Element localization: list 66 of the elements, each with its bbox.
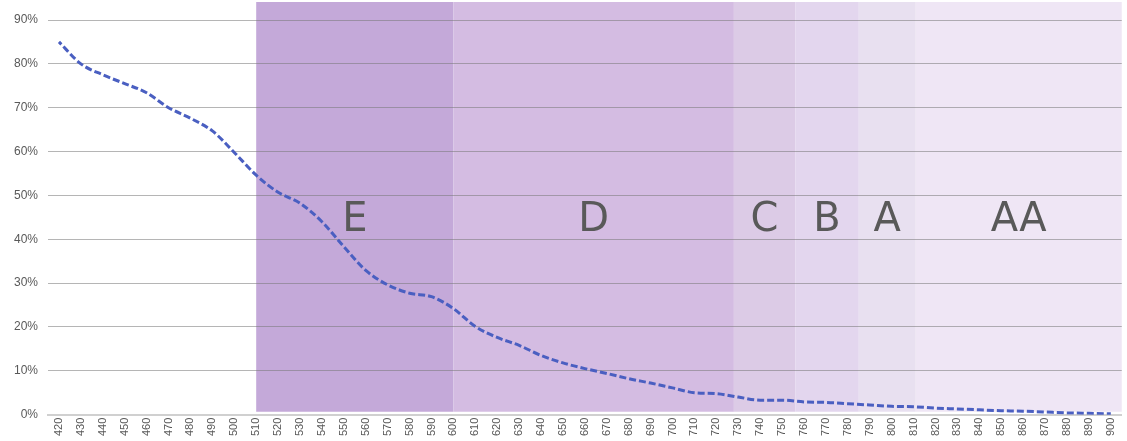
band-label: E [342,193,368,240]
line-series [57,40,1113,415]
x-tick-label: 840 [972,417,985,437]
x-tick-label: 440 [95,417,108,437]
x-tick-label: 610 [468,417,481,437]
x-tick-label: 860 [1016,417,1029,437]
y-tick-label: 70% [13,100,39,115]
x-tick-label: 830 [950,417,963,437]
x-tick-label: 620 [490,417,503,437]
x-tick-label: 740 [753,417,766,437]
y-tick-label: 60% [13,143,39,158]
y-tick-label: 50% [13,187,39,202]
y-tick-label: 40% [13,231,39,246]
x-tick-label: 680 [621,417,634,437]
y-tick-label: 10% [13,363,39,378]
x-tick-label: 810 [906,417,919,437]
x-tick-label: 870 [1038,417,1051,437]
x-tick-label: 700 [665,417,678,437]
x-tick-label: 670 [599,417,612,437]
band-label: AA [990,193,1048,240]
x-tick-label: 600 [446,417,459,437]
x-tick-label: 660 [577,417,590,437]
x-tick-label: 560 [358,417,371,437]
x-tick-label: 480 [183,417,196,437]
y-tick-label: 0% [20,406,39,421]
band-label: C [750,193,779,240]
x-tick-label: 550 [336,417,349,437]
x-tick-label: 590 [424,417,437,437]
y-tick-label: 30% [13,275,39,290]
x-tick-label: 580 [402,417,415,437]
x-tick-label: 500 [227,417,240,437]
x-tick-label: 690 [643,417,656,437]
x-tick-label: 510 [249,417,262,437]
x-tick-label: 710 [687,417,700,437]
y-tick-label: 90% [13,12,39,27]
x-tick-label: 420 [52,417,65,437]
x-tick-label: 570 [380,417,393,437]
x-tick-label: 630 [512,417,525,437]
y-tick-label: 80% [13,56,39,71]
x-tick-label: 750 [775,417,788,437]
x-tick-label: 820 [928,417,941,437]
x-tick-label: 850 [994,417,1007,437]
x-tick-label: 490 [205,417,218,437]
x-tick-label: 790 [862,417,875,437]
x-tick-label: 880 [1060,417,1073,437]
x-tick-label: 530 [293,417,306,437]
band-label: D [578,193,610,240]
x-tick-label: 460 [139,417,152,437]
band-label: B [813,193,841,240]
band-label: A [873,193,902,240]
x-tick-label: 760 [797,417,810,437]
x-tick-label: 450 [117,417,130,437]
x-tick-label: 730 [731,417,744,437]
x-tick-label: 770 [818,417,831,437]
x-tick-label: 520 [271,417,284,437]
x-tick-label: 470 [161,417,174,437]
x-tick-label: 800 [884,417,897,437]
x-tick-label: 900 [1103,417,1116,437]
x-tick-label: 540 [314,417,327,437]
x-tick-label: 640 [534,417,547,437]
x-tick-label: 430 [73,417,86,437]
x-tick-label: 780 [840,417,853,437]
x-tick-label: 720 [709,417,722,437]
x-tick-label: 890 [1081,417,1094,437]
x-tick-label: 650 [556,417,569,437]
y-tick-label: 20% [13,319,39,334]
